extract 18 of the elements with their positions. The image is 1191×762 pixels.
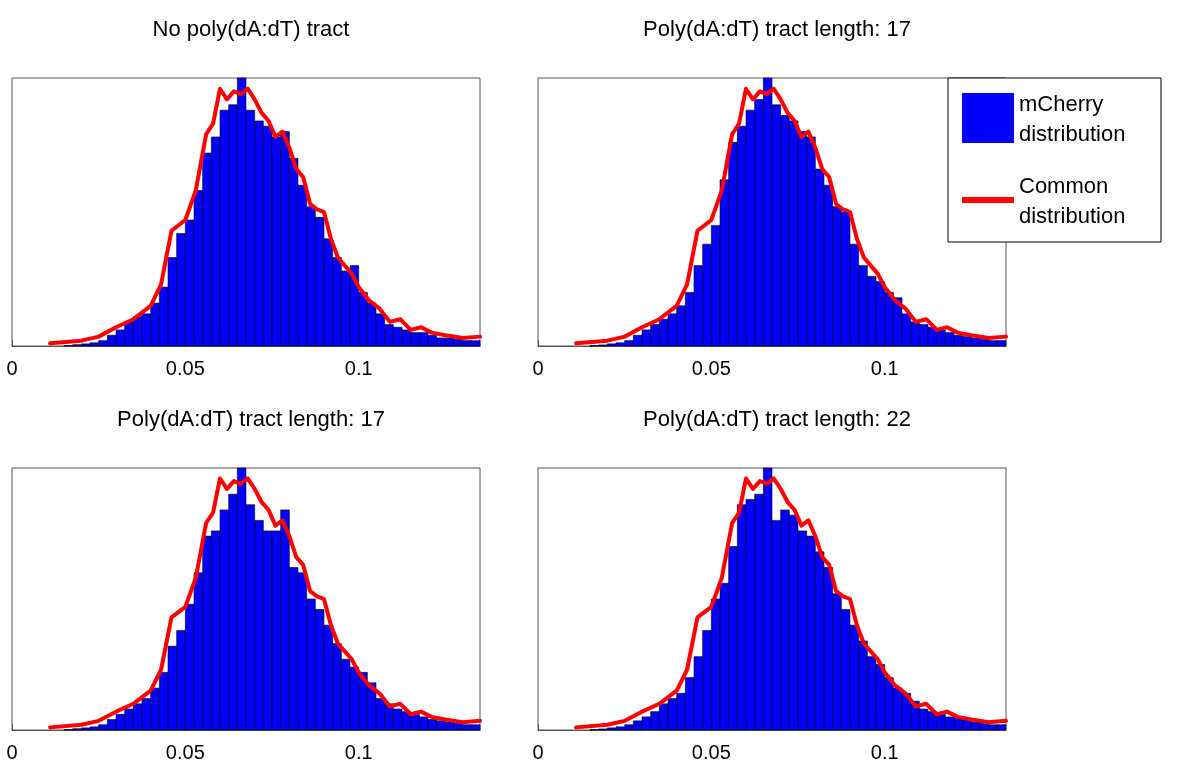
x-tick-label: 0.1 [870, 741, 899, 762]
x-tick-label: 0.05 [165, 357, 205, 379]
chart-title: Poly(dA:dT) tract length: 22 [643, 405, 911, 431]
x-tick-label: 0 [6, 357, 18, 379]
chart-title: Poly(dA:dT) tract length: 17 [643, 15, 911, 41]
x-tick-label: 0.05 [691, 741, 731, 762]
legend-label: Common distribution [1019, 172, 1126, 228]
chart-title: Poly(dA:dT) tract length: 17 [117, 405, 385, 431]
x-tick-label: 0.05 [691, 357, 731, 379]
x-tick-label: 0.1 [870, 357, 899, 379]
x-tick-label: 0 [532, 357, 544, 379]
x-tick-label: 0 [6, 741, 18, 762]
legend-label: mCherry distribution [1019, 90, 1126, 146]
x-tick-label: 0 [532, 741, 544, 762]
chart-title: No poly(dA:dT) tract [152, 15, 350, 41]
x-tick-label: 0.1 [344, 741, 373, 762]
x-tick-label: 0.1 [344, 357, 373, 379]
x-tick-label: 0.05 [165, 741, 205, 762]
